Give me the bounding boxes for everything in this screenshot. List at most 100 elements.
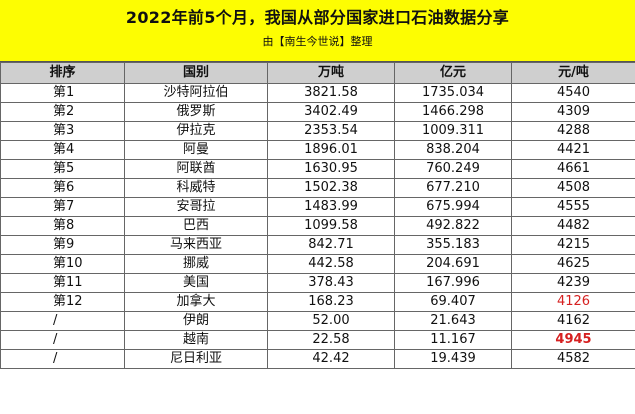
cell-tons: 3821.58 <box>267 83 395 103</box>
cell-country: 安哥拉 <box>124 197 268 217</box>
cell-country: 俄罗斯 <box>124 102 268 122</box>
cell-rank: 第12 <box>0 292 125 312</box>
table-row: 第8 巴西 1099.58 492.822 4482 <box>0 216 635 236</box>
table-header-row: 排序 国别 万吨 亿元 元/吨 <box>0 62 635 84</box>
table-row: 第5 阿联酋 1630.95 760.249 4661 <box>0 159 635 179</box>
cell-yuan: 1466.298 <box>394 102 512 122</box>
cell-tons: 22.58 <box>267 330 395 350</box>
cell-country: 阿联酋 <box>124 159 268 179</box>
column-header-price: 元/吨 <box>511 62 635 84</box>
cell-country: 挪威 <box>124 254 268 274</box>
cell-country: 科威特 <box>124 178 268 198</box>
cell-price: 4555 <box>511 197 635 217</box>
cell-country: 越南 <box>124 330 268 350</box>
cell-price: 4215 <box>511 235 635 255</box>
cell-rank: 第10 <box>0 254 125 274</box>
table-row: 第12 加拿大 168.23 69.407 4126 <box>0 292 635 312</box>
cell-tons: 52.00 <box>267 311 395 331</box>
cell-country: 伊朗 <box>124 311 268 331</box>
table-row: 第3 伊拉克 2353.54 1009.311 4288 <box>0 121 635 141</box>
cell-rank: 第8 <box>0 216 125 236</box>
cell-rank: 第1 <box>0 83 125 103</box>
cell-yuan: 760.249 <box>394 159 512 179</box>
cell-price: 4945 <box>511 330 635 350</box>
cell-price: 4482 <box>511 216 635 236</box>
table-row: 第1 沙特阿拉伯 3821.58 1735.034 4540 <box>0 83 635 103</box>
cell-tons: 378.43 <box>267 273 395 293</box>
cell-tons: 842.71 <box>267 235 395 255</box>
cell-rank: / <box>0 330 125 350</box>
cell-rank: 第6 <box>0 178 125 198</box>
cell-country: 美国 <box>124 273 268 293</box>
column-header-yuan: 亿元 <box>394 62 512 84</box>
cell-tons: 1483.99 <box>267 197 395 217</box>
cell-price: 4508 <box>511 178 635 198</box>
column-header-tons: 万吨 <box>267 62 395 84</box>
cell-country: 沙特阿拉伯 <box>124 83 268 103</box>
cell-tons: 3402.49 <box>267 102 395 122</box>
cell-rank: 第4 <box>0 140 125 160</box>
cell-price: 4582 <box>511 349 635 369</box>
cell-price: 4625 <box>511 254 635 274</box>
cell-rank: 第11 <box>0 273 125 293</box>
cell-rank: / <box>0 349 125 369</box>
cell-yuan: 19.439 <box>394 349 512 369</box>
cell-yuan: 11.167 <box>394 330 512 350</box>
cell-price: 4661 <box>511 159 635 179</box>
cell-tons: 1502.38 <box>267 178 395 198</box>
cell-rank: 第5 <box>0 159 125 179</box>
cell-tons: 168.23 <box>267 292 395 312</box>
table-row: / 伊朗 52.00 21.643 4162 <box>0 311 635 331</box>
table-row: 第4 阿曼 1896.01 838.204 4421 <box>0 140 635 160</box>
table-row: 第6 科威特 1502.38 677.210 4508 <box>0 178 635 198</box>
cell-yuan: 1009.311 <box>394 121 512 141</box>
cell-price: 4162 <box>511 311 635 331</box>
cell-yuan: 1735.034 <box>394 83 512 103</box>
cell-country: 尼日利亚 <box>124 349 268 369</box>
page-title: 2022年前5个月，我国从部分国家进口石油数据分享 <box>125 8 510 27</box>
cell-price: 4239 <box>511 273 635 293</box>
table-row: 第2 俄罗斯 3402.49 1466.298 4309 <box>0 102 635 122</box>
cell-yuan: 675.994 <box>394 197 512 217</box>
cell-tons: 1630.95 <box>267 159 395 179</box>
cell-yuan: 21.643 <box>394 311 512 331</box>
cell-country: 马来西亚 <box>124 235 268 255</box>
cell-tons: 1099.58 <box>267 216 395 236</box>
cell-country: 伊拉克 <box>124 121 268 141</box>
title-banner: 2022年前5个月，我国从部分国家进口石油数据分享 由【南生今世说】整理 <box>0 0 635 62</box>
cell-tons: 442.58 <box>267 254 395 274</box>
cell-yuan: 204.691 <box>394 254 512 274</box>
table-body: 第1 沙特阿拉伯 3821.58 1735.034 4540 第2 俄罗斯 3402.49 14… <box>0 83 635 369</box>
cell-country: 阿曼 <box>124 140 268 160</box>
column-header-rank: 排序 <box>0 62 125 84</box>
cell-rank: 第7 <box>0 197 125 217</box>
cell-tons: 2353.54 <box>267 121 395 141</box>
table-row: 第9 马来西亚 842.71 355.183 4215 <box>0 235 635 255</box>
cell-tons: 1896.01 <box>267 140 395 160</box>
cell-price: 4288 <box>511 121 635 141</box>
cell-rank: 第2 <box>0 102 125 122</box>
cell-country: 加拿大 <box>124 292 268 312</box>
table-row: 第11 美国 378.43 167.996 4239 <box>0 273 635 293</box>
cell-rank: 第9 <box>0 235 125 255</box>
cell-price: 4126 <box>511 292 635 312</box>
cell-rank: 第3 <box>0 121 125 141</box>
table-row: 第10 挪威 442.58 204.691 4625 <box>0 254 635 274</box>
cell-yuan: 167.996 <box>394 273 512 293</box>
cell-yuan: 838.204 <box>394 140 512 160</box>
oil-import-table: 排序 国别 万吨 亿元 元/吨 第1 沙特阿拉伯 3821.58 1735.034 45… <box>0 62 635 369</box>
column-header-country: 国别 <box>124 62 268 84</box>
cell-rank: / <box>0 311 125 331</box>
cell-price: 4309 <box>511 102 635 122</box>
page-subtitle: 由【南生今世说】整理 <box>262 35 373 48</box>
cell-country: 巴西 <box>124 216 268 236</box>
table-row: 第7 安哥拉 1483.99 675.994 4555 <box>0 197 635 217</box>
cell-yuan: 69.407 <box>394 292 512 312</box>
table-row: / 尼日利亚 42.42 19.439 4582 <box>0 349 635 369</box>
cell-yuan: 492.822 <box>394 216 512 236</box>
cell-yuan: 355.183 <box>394 235 512 255</box>
cell-price: 4421 <box>511 140 635 160</box>
cell-price: 4540 <box>511 83 635 103</box>
cell-tons: 42.42 <box>267 349 395 369</box>
table-row: / 越南 22.58 11.167 4945 <box>0 330 635 350</box>
